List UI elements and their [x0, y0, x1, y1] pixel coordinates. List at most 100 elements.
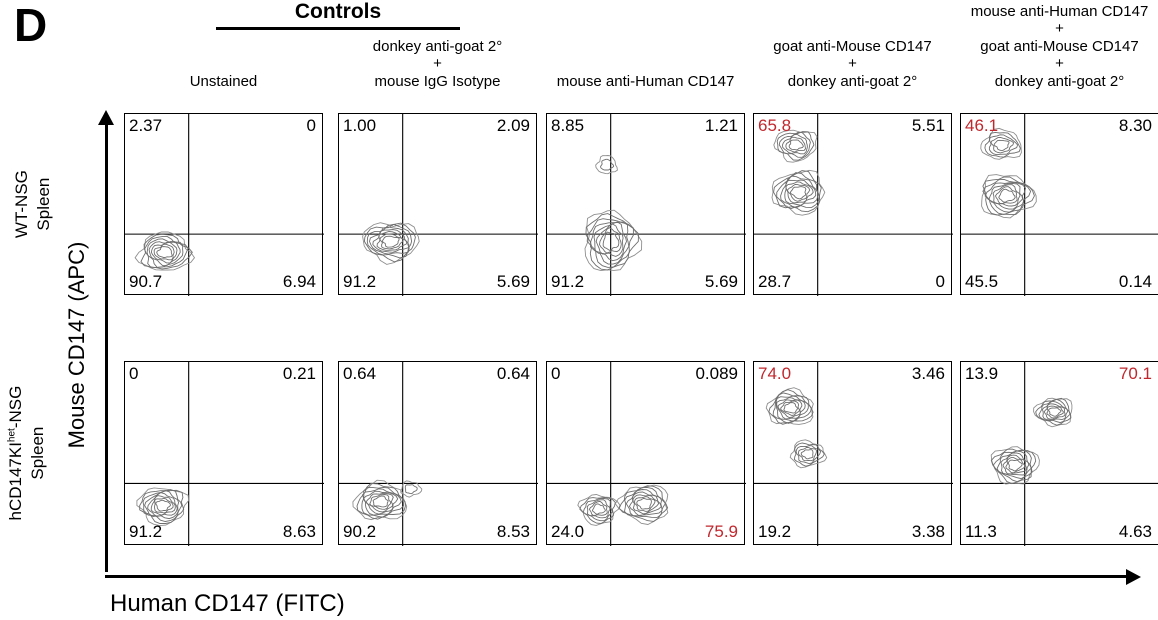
- contour-plot-canvas: [125, 114, 324, 296]
- quadrant-pct-ll: 91.2: [129, 522, 163, 541]
- quadrant-pct-lr: 4.63: [1118, 522, 1152, 541]
- flow-plot: 65.8 5.51 28.7 0: [753, 113, 953, 296]
- column-header-line: goat anti-Mouse CD147: [773, 37, 932, 55]
- quadrant-pct-ll: 45.5: [965, 272, 999, 291]
- quadrant-pct-ur: 5.51: [911, 116, 945, 135]
- contour-population: [789, 439, 828, 469]
- x-axis-arrowhead-icon: [1126, 568, 1141, 585]
- quadrant-pct-ur: 2.09: [496, 116, 530, 135]
- flow-plot: 74.0 3.46 19.2 3.38: [753, 361, 953, 546]
- contour-population: [980, 127, 1022, 160]
- contour-plot-canvas: [547, 362, 746, 546]
- quadrant-pct-lr: 75.9: [704, 522, 738, 541]
- quadrant-pct-ul: 1.00: [343, 116, 377, 135]
- quadrant-pct-ur: 0.64: [496, 364, 530, 383]
- x-axis-label: Human CD147 (FITC): [110, 590, 345, 617]
- contour-population: [134, 231, 196, 271]
- controls-header: Controls: [216, 0, 460, 30]
- quadrant-pct-lr: 5.69: [704, 272, 738, 291]
- row-label-line: WT-NSG: [11, 170, 31, 239]
- contour-plot-canvas: [339, 362, 538, 546]
- quadrant-pct-ll: 28.7: [758, 272, 792, 291]
- contour-population: [614, 484, 669, 525]
- row-label: hCD147KIhet-NSG Spleen: [5, 343, 49, 563]
- flow-plot: 0 0.21 91.2 8.63: [124, 361, 324, 546]
- column-header-line: mouse anti-Human CD147: [970, 3, 1149, 21]
- column-header-line: donkey anti-goat 2°: [994, 72, 1125, 90]
- contour-plot-canvas: [125, 362, 324, 546]
- column-header-line: mouse anti-Human CD147: [556, 72, 735, 90]
- quadrant-pct-ul: 0.64: [343, 364, 377, 383]
- quadrant-pct-ul: 8.85: [551, 116, 585, 135]
- quadrant-pct-ul: 2.37: [129, 116, 163, 135]
- column-header: goat anti-Mouse CD147 + donkey anti-goat 2…: [725, 2, 980, 90]
- quadrant-pct-ur: 8.30: [1118, 116, 1152, 135]
- row-label-line: hCD147KIhet-NSG: [5, 385, 25, 521]
- column-header: mouse anti-Human CD147: [518, 2, 773, 90]
- quadrant-pct-ur: 3.46: [911, 364, 945, 383]
- column-header-line: donkey anti-goat 2°: [372, 37, 503, 55]
- y-axis-arrowhead-icon: [98, 110, 114, 125]
- flow-plot: 13.9 70.1 11.3 4.63: [960, 361, 1158, 546]
- quadrant-pct-ul: 0: [551, 364, 561, 383]
- column-header-line: Unstained: [189, 72, 258, 90]
- quadrant-pct-ul: 65.8: [758, 116, 792, 135]
- column-header: mouse anti-Human CD147 + goat anti-Mouse C…: [932, 2, 1158, 90]
- contour-population: [352, 479, 408, 521]
- contour-population: [1033, 397, 1073, 428]
- column-header-line: donkey anti-goat 2°: [787, 72, 918, 90]
- quadrant-pct-ur: 70.1: [1118, 364, 1152, 383]
- quadrant-pct-ur: 1.21: [704, 116, 738, 135]
- quadrant-pct-ll: 11.3: [965, 522, 997, 541]
- contour-population: [771, 169, 826, 216]
- quadrant-pct-lr: 8.53: [496, 522, 530, 541]
- contour-population: [773, 129, 818, 163]
- row-label-line: Spleen: [28, 426, 47, 480]
- quadrant-pct-lr: 0: [935, 272, 945, 291]
- contour-population: [577, 494, 621, 526]
- column-header-line: +: [848, 55, 857, 73]
- contour-population: [136, 487, 190, 527]
- flow-plot: 0.64 0.64 90.2 8.53: [338, 361, 538, 546]
- quadrant-pct-lr: 6.94: [282, 272, 316, 291]
- contour-plot-canvas: [961, 362, 1158, 546]
- y-axis-label: Mouse CD147 (APC): [64, 241, 89, 449]
- column-header-line: +: [433, 55, 442, 73]
- column-header-line: goat anti-Mouse CD147: [980, 37, 1139, 55]
- quadrant-pct-ll: 24.0: [551, 522, 585, 541]
- quadrant-pct-ll: 91.2: [343, 272, 377, 291]
- flow-plot: 2.37 0 90.7 6.94: [124, 113, 324, 296]
- flow-plot: 1.00 2.09 91.2 5.69: [338, 113, 538, 296]
- quadrant-pct-lr: 3.38: [911, 522, 945, 541]
- column-header: donkey anti-goat 2° + mouse IgG Isotype: [310, 2, 565, 90]
- quadrant-pct-ur: 0.21: [282, 364, 316, 383]
- contour-population: [400, 480, 423, 498]
- quadrant-pct-ll: 91.2: [551, 272, 585, 291]
- contour-plot-canvas: [754, 114, 953, 296]
- contour-plot-canvas: [961, 114, 1158, 296]
- quadrant-pct-ll: 90.7: [129, 272, 163, 291]
- contour-population: [584, 209, 643, 272]
- quadrant-pct-ur: 0: [306, 116, 316, 135]
- row-label-line: Spleen: [34, 177, 53, 231]
- contour-population: [765, 387, 814, 425]
- contour-plot-canvas: [339, 114, 538, 296]
- column-header-line: +: [1055, 20, 1064, 38]
- quadrant-pct-lr: 5.69: [496, 272, 530, 291]
- contour-population: [362, 222, 420, 265]
- quadrant-pct-ur: 0.089: [695, 364, 738, 383]
- y-axis-line: [104, 123, 108, 572]
- quadrant-pct-ul: 46.1: [965, 116, 999, 135]
- quadrant-pct-ul: 13.9: [965, 364, 999, 383]
- column-header-line: mouse IgG Isotype: [374, 72, 501, 90]
- contour-population: [981, 174, 1037, 219]
- row-label: WT-NSG Spleen: [11, 119, 55, 289]
- column-header-line: +: [1055, 55, 1064, 73]
- quadrant-pct-lr: 0.14: [1118, 272, 1152, 291]
- flow-plot: 8.85 1.21 91.2 5.69: [546, 113, 746, 296]
- quadrant-pct-ll: 19.2: [758, 522, 792, 541]
- contour-plot-canvas: [754, 362, 953, 546]
- quadrant-pct-ul: 74.0: [758, 364, 792, 383]
- quadrant-pct-ul: 0: [129, 364, 139, 383]
